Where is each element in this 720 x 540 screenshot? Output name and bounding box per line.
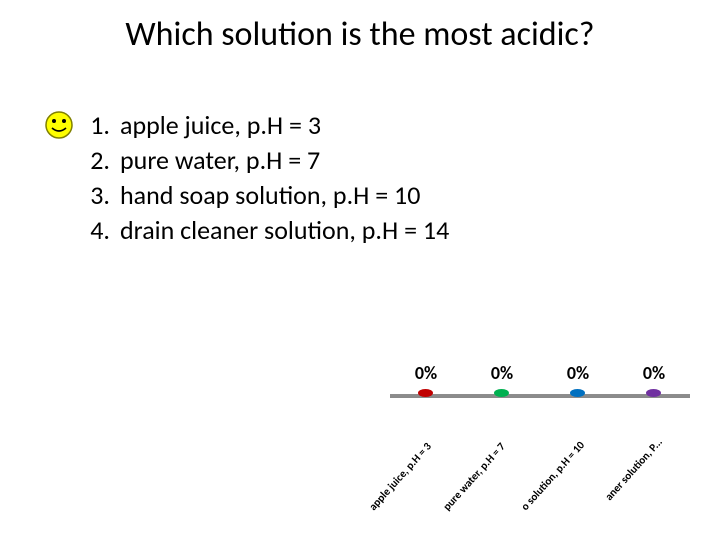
option-number: 1. — [76, 108, 110, 143]
chart-pct-2: 0% — [491, 362, 513, 384]
chart-dot-3 — [570, 389, 585, 397]
option-4[interactable]: 4. drain cleaner solution, p.H = 14 — [76, 213, 449, 248]
answer-options: 1. apple juice, p.H = 3 2. pure water, p… — [76, 108, 449, 248]
option-3[interactable]: 3. hand soap solution, p.H = 10 — [76, 178, 449, 213]
chart-dot-2 — [494, 389, 509, 397]
option-number: 2. — [76, 143, 110, 178]
chart-pct-3: 0% — [567, 362, 589, 384]
chart-pct-1: 0% — [415, 362, 437, 384]
page-title: Which solution is the most acidic? — [0, 14, 720, 55]
chart-label-4: aner solution, P... — [602, 435, 665, 503]
option-text: hand soap solution, p.H = 10 — [120, 178, 420, 213]
option-text: pure water, p.H = 7 — [120, 143, 320, 178]
option-number: 4. — [76, 213, 110, 248]
option-text: apple juice, p.H = 3 — [120, 108, 321, 143]
chart-pct-4: 0% — [643, 362, 665, 384]
chart-cell-2: 0% — [466, 362, 538, 384]
chart-cell-1: 0% — [390, 362, 462, 384]
option-1[interactable]: 1. apple juice, p.H = 3 — [76, 108, 449, 143]
response-chart: 0% 0% 0% 0% apple juice, p.H = 3 pure wa… — [390, 362, 690, 522]
option-text: drain cleaner solution, p.H = 14 — [120, 213, 449, 248]
chart-dot-1 — [418, 389, 433, 397]
chart-label-3: o solution, p.H = 10 — [518, 439, 587, 513]
option-2[interactable]: 2. pure water, p.H = 7 — [76, 143, 449, 178]
option-number: 3. — [76, 178, 110, 213]
chart-labels: apple juice, p.H = 3 pure water, p.H = 7… — [390, 404, 690, 524]
chart-bar-row: 0% 0% 0% 0% — [390, 362, 690, 398]
chart-cell-3: 0% — [542, 362, 614, 384]
chart-label-2: pure water, p.H = 7 — [440, 440, 508, 513]
chart-cell-4: 0% — [618, 362, 690, 384]
chart-label-1: apple juice, p.H = 3 — [366, 440, 434, 513]
chart-dot-4 — [646, 389, 661, 397]
correct-answer-smiley-icon — [44, 110, 74, 140]
